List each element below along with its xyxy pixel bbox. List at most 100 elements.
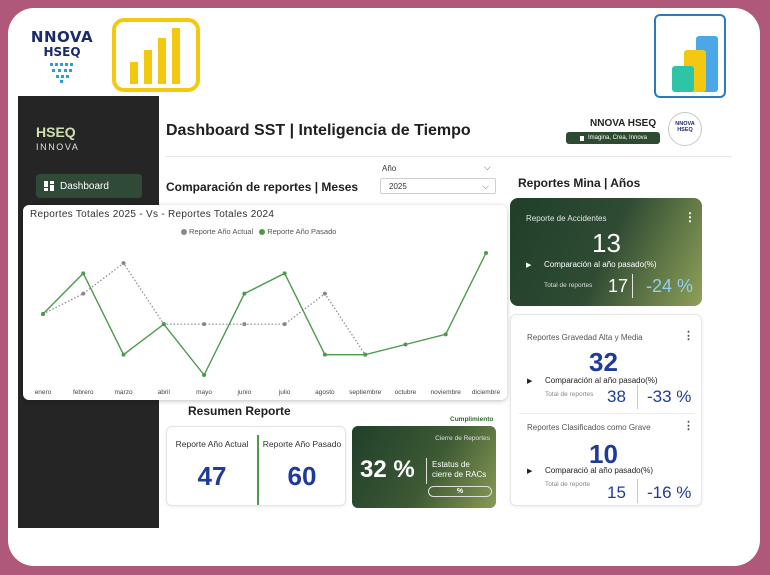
chevron-down-icon[interactable]: ⌵ [484, 162, 491, 172]
card-comparison-label: Comparación al año pasado(%) [545, 376, 658, 385]
cumplimiento-divider [426, 458, 427, 484]
sidebar-item-dashboard[interactable]: Dashboard [36, 174, 142, 198]
data-point[interactable] [202, 373, 207, 377]
card-total-label: Total de reportes [544, 282, 593, 289]
card-separator [519, 413, 695, 414]
org-name: NNOVA HSEQ [590, 118, 657, 129]
data-point[interactable] [242, 322, 247, 327]
card-divider [632, 274, 633, 298]
card-percent: -24 % [646, 276, 694, 296]
card-value: 13 [592, 228, 621, 258]
data-point[interactable] [81, 291, 86, 296]
x-tick-label: junio [236, 389, 251, 396]
building-icon [579, 136, 584, 141]
card-percent: -16 % [647, 483, 692, 502]
card-title: Reportes Clasificados como Grave [527, 423, 651, 432]
data-point[interactable] [81, 271, 86, 276]
bar-chart-icon [130, 28, 180, 84]
data-point[interactable] [282, 322, 287, 327]
card-value: 32 [589, 347, 618, 377]
card-total-label: Total de reportes [545, 391, 594, 398]
x-tick-label: diciembre [472, 389, 501, 396]
brand-subtitle: INNOVA [36, 142, 80, 152]
data-point[interactable] [443, 332, 448, 337]
comparison-section-title: Comparación de reportes | Meses [166, 180, 359, 194]
x-tick-label: enero [35, 389, 52, 396]
org-tagline-badge: Imagina, Crea, Innova [566, 132, 660, 144]
summary-card: Reporte Año Actual 47 Reporte Año Pasado… [166, 426, 346, 506]
page-title: Dashboard SST | Inteligencia de Tiempo [166, 122, 471, 139]
powerbi-icon [672, 36, 718, 92]
data-point[interactable] [322, 291, 327, 296]
card-total-value: 17 [608, 276, 629, 296]
data-point[interactable] [484, 251, 488, 255]
card-divider [637, 385, 638, 409]
header-divider [166, 156, 732, 157]
cumplimiento-pill[interactable]: % [428, 486, 492, 497]
legend-item-pasado: Reporte Año Pasado [259, 227, 336, 236]
data-point[interactable] [121, 261, 126, 266]
x-tick-label: octubre [395, 389, 417, 396]
card-comparison-label: Comparació al año pasado(%) [545, 466, 654, 475]
card-value: 10 [589, 439, 618, 469]
cumplimiento-value: 32 % [360, 456, 415, 483]
chart-legend: Reporte Año Actual Reporte Año Pasado [181, 227, 336, 236]
org-logo: NNOVA HSEQ [668, 112, 702, 146]
summary-actual: Reporte Año Actual 47 [175, 439, 249, 491]
data-point[interactable] [41, 312, 45, 316]
x-tick-label: noviembre [431, 389, 462, 396]
year-filter-select[interactable]: 2025 ⌵ [380, 178, 496, 194]
play-icon: ▶ [526, 262, 532, 269]
circuit-icon [50, 63, 73, 83]
powerbi-yellow-logo [112, 18, 200, 92]
summary-pasado: Reporte Año Pasado 60 [262, 439, 342, 491]
gravedad-card: Reportes Gravedad Alta y Media ⋮ 32 ▶ Co… [510, 314, 702, 506]
accidentes-card: Reporte de Accidentes ⋮ 13 ▶ Comparación… [510, 198, 702, 306]
chart-title: Reportes Totales 2025 - Vs - Reportes To… [30, 209, 275, 220]
data-point[interactable] [403, 342, 408, 347]
brand-title: HSEQ [36, 124, 76, 140]
card-total-value: 15 [607, 483, 626, 502]
x-tick-label: mayo [196, 389, 212, 396]
card-total-value: 38 [607, 387, 626, 406]
card-title: Reporte de Accidentes [526, 214, 607, 223]
line-chart: enero febrero marzo abril mayo junio julio agos… [35, 251, 501, 396]
data-point[interactable] [322, 352, 327, 357]
series-line-actual [42, 262, 366, 355]
play-icon: ▶ [527, 378, 533, 385]
x-tick-label: abril [158, 389, 171, 396]
data-point[interactable] [161, 322, 166, 327]
cumplimiento-card: Cierre de Reportes 32 % Estatus de cierr… [352, 426, 496, 508]
nnova-logo: NNOVA HSEQ [26, 28, 98, 84]
mina-section-title: Reportes Mina | Años [518, 176, 641, 190]
card-title: Reportes Gravedad Alta y Media [527, 333, 643, 342]
data-point[interactable] [121, 352, 126, 357]
data-point[interactable] [282, 271, 287, 276]
data-point[interactable] [202, 322, 207, 327]
cumplimiento-subtitle: Cierre de Reportes [435, 435, 490, 442]
more-options-icon[interactable]: ⋮ [683, 330, 694, 342]
more-options-icon[interactable]: ⋮ [684, 210, 696, 224]
x-tick-label: febrero [73, 389, 94, 396]
x-tick-label: julio [278, 389, 291, 396]
series-line-pasado [42, 252, 487, 377]
x-tick-label: septiembre [349, 389, 382, 396]
app-frame: NNOVA HSEQ HSEQ INNOVA [8, 8, 760, 566]
card-total-label: Total de reporte [545, 481, 591, 488]
year-filter-label: Año [382, 164, 397, 173]
legend-item-actual: Reporte Año Actual [181, 227, 253, 236]
data-point[interactable] [242, 291, 247, 296]
card-comparison-label: Comparación al año pasado(%) [544, 260, 657, 269]
line-chart-card: Reportes Totales 2025 - Vs - Reportes To… [23, 205, 507, 400]
summary-title: Resumen Reporte [188, 404, 291, 418]
cumplimiento-label: Cumplimiento [450, 416, 494, 423]
chevron-down-icon: ⌵ [482, 181, 489, 191]
sidebar-item-label: Dashboard [60, 180, 109, 192]
grid-icon [44, 181, 54, 191]
powerbi-logo [654, 14, 726, 98]
data-point[interactable] [363, 352, 368, 357]
more-options-icon[interactable]: ⋮ [683, 420, 694, 432]
x-tick-label: agosto [315, 389, 335, 396]
card-divider [637, 479, 638, 503]
x-tick-label: marzo [115, 389, 133, 396]
